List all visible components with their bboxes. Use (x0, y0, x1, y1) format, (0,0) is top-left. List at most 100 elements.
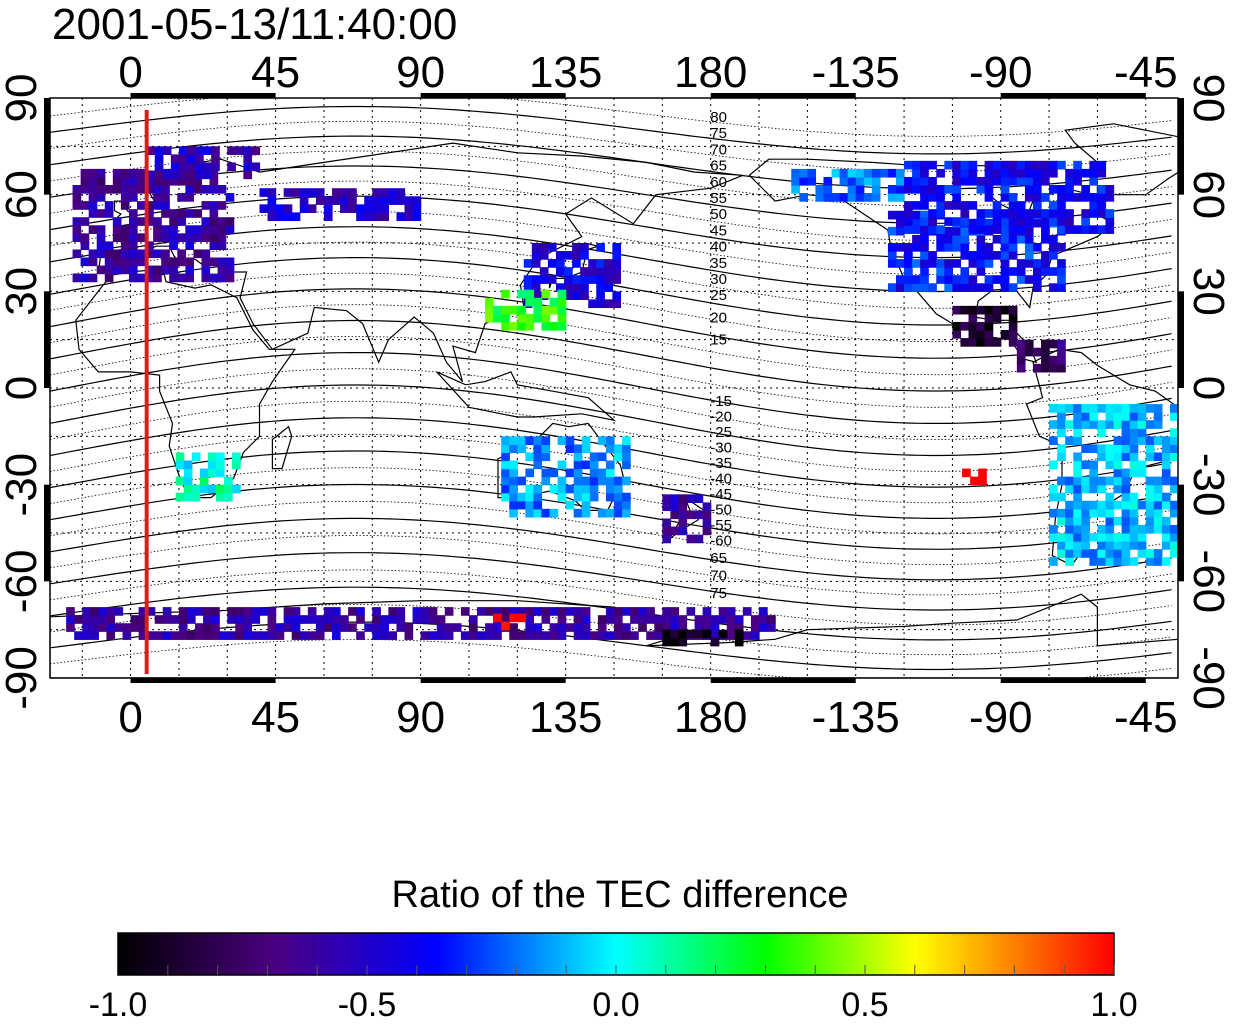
tec-cell (460, 631, 470, 640)
tec-cell (670, 629, 680, 639)
tec-cell (88, 185, 98, 194)
tec-cell (614, 607, 623, 616)
contour-line (50, 319, 1172, 392)
tec-cell (1097, 444, 1107, 454)
tec-cell (557, 297, 567, 307)
colorbar-tick-label: -1.0 (89, 986, 148, 1024)
tec-cell (992, 160, 1002, 170)
tec-cell (267, 607, 277, 616)
tec-cell (217, 201, 227, 210)
tec-cell (1153, 412, 1163, 421)
tec-cell (72, 225, 82, 234)
tec-cell (1161, 468, 1171, 478)
tec-cell (1113, 404, 1123, 413)
tec-cell (517, 313, 526, 323)
tec-cell (509, 613, 518, 623)
tec-cell (525, 623, 535, 632)
tec-cell (1049, 209, 1058, 218)
tec-cell (589, 484, 599, 494)
tec-cell (396, 188, 406, 197)
tec-cell (1032, 347, 1042, 357)
tec-cell (1169, 412, 1178, 421)
tec-cell (145, 185, 154, 194)
tec-cell (217, 217, 227, 226)
tec-cell (332, 196, 341, 205)
tec-cell (863, 193, 873, 202)
x-axis-top-ticks: 0 45 90 135 180 -135 -90 -45 (118, 48, 1177, 97)
y-tick-label-right: -90 (1184, 646, 1233, 710)
tec-cell (161, 225, 170, 234)
tec-cell (1097, 500, 1107, 510)
tec-cell (299, 196, 309, 205)
tec-cell (1008, 305, 1018, 315)
tec-cell (193, 225, 203, 234)
tec-cell (815, 193, 825, 202)
tec-cell (710, 631, 720, 640)
tec-cell (555, 259, 565, 268)
tec-cell (175, 460, 185, 470)
tec-cell (80, 185, 90, 194)
tec-cell (871, 176, 881, 186)
tec-cell (201, 257, 211, 267)
tec-cell (185, 176, 195, 186)
tec-cell (976, 234, 986, 244)
frame-bar-bottom (130, 678, 276, 683)
tec-cell (912, 243, 921, 252)
tec-cell (153, 217, 162, 226)
tec-cell (920, 185, 929, 194)
tec-cell (517, 289, 526, 299)
tec-cell (1089, 500, 1099, 510)
tec-cell (904, 267, 913, 276)
tec-cell (904, 209, 913, 218)
tec-cell (195, 170, 204, 180)
tec-cell (557, 607, 567, 616)
tec-cell (396, 196, 406, 205)
tec-cell (396, 607, 406, 616)
tec-cell (1057, 209, 1066, 218)
tec-cell (1057, 508, 1066, 518)
tec-cell (920, 168, 929, 178)
tec-cell (936, 168, 945, 178)
tec-cell (597, 452, 607, 462)
tec-cell (1016, 347, 1026, 357)
tec-cell (283, 607, 293, 616)
tec-cell (493, 631, 502, 640)
tec-cell (549, 468, 559, 478)
tec-cell (267, 212, 277, 222)
tec-cell (509, 607, 518, 616)
tec-cell (299, 188, 309, 197)
tec-cell (501, 468, 510, 478)
tec-cell (1065, 225, 1074, 234)
tec-cell (678, 494, 688, 503)
tec-cell (207, 452, 217, 462)
tec-cell (96, 176, 106, 186)
tec-cell (1089, 225, 1099, 234)
tec-cell (976, 338, 986, 347)
y-tick-label-left: 60 (0, 170, 46, 219)
tec-cell (944, 243, 953, 252)
tec-cell (605, 444, 615, 454)
tec-cell (952, 234, 962, 244)
tec-cell (1121, 436, 1131, 445)
contour-label: -50 (710, 502, 732, 519)
tec-cell (420, 631, 430, 640)
tec-cell (243, 154, 253, 164)
tec-cell (952, 201, 962, 210)
tec-cell (750, 623, 760, 632)
tec-cell (1097, 193, 1107, 202)
tec-cell (436, 623, 446, 632)
tec-cell (191, 484, 201, 494)
tec-cell (209, 209, 219, 218)
tec-cell (694, 629, 704, 639)
tec-cell (936, 225, 945, 234)
tec-cell (169, 233, 178, 242)
y-tick-label-left: 30 (0, 267, 46, 316)
tec-cell (217, 257, 227, 267)
tec-cell (1065, 176, 1074, 186)
tec-cell (572, 259, 581, 268)
tec-cell (970, 476, 979, 486)
map-title: 2001-05-13/11:40:00 (52, 0, 458, 49)
tec-region (662, 494, 712, 544)
tec-cell (177, 249, 186, 259)
tec-cell (1153, 452, 1163, 462)
